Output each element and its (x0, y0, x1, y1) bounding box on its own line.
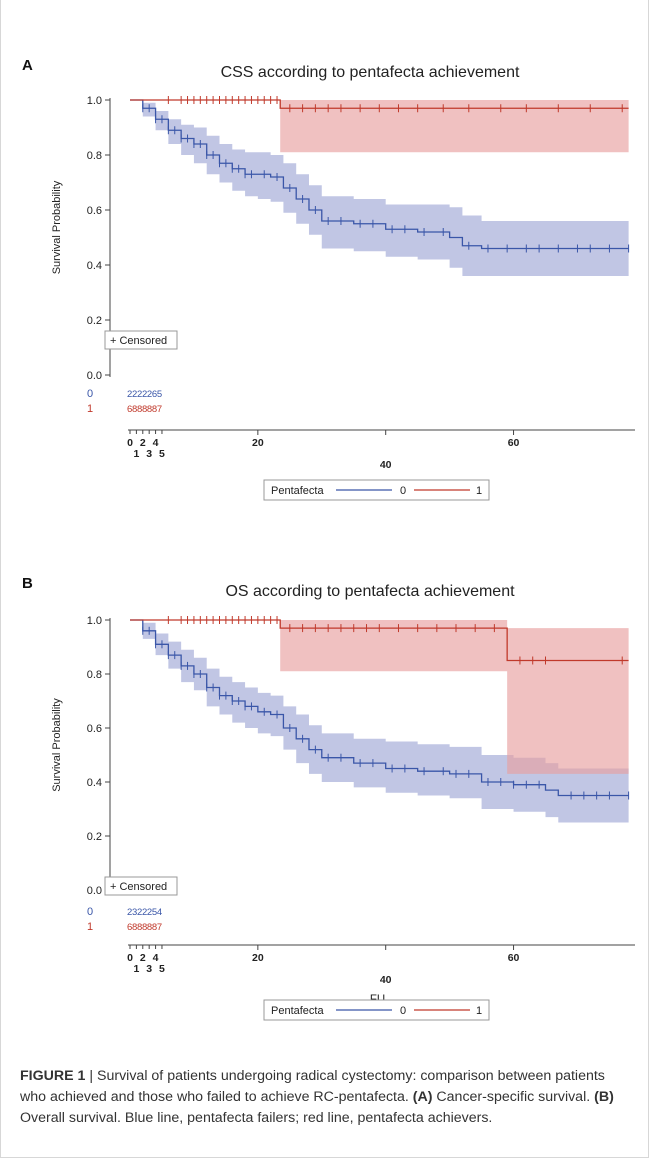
at-risk-counts: 6888887 (127, 404, 162, 415)
y-axis-label: Survival Probability (51, 180, 63, 274)
legend-title: Pentafecta (271, 1005, 324, 1017)
at-risk-counts: 2322254 (127, 907, 162, 918)
x-tick-label: 40 (380, 459, 392, 471)
caption-a-tag: (A) (412, 1089, 433, 1105)
legend-label-1: 1 (476, 1005, 482, 1017)
y-tick-label: 0.4 (87, 777, 102, 789)
x-small-tick-label: 1 (133, 448, 139, 460)
panel-a: A CSS according to pentafecta achievement… (0, 0, 651, 520)
y-tick-label: 0.8 (87, 669, 102, 681)
caption-head: FIGURE 1 (20, 1068, 86, 1084)
censored-legend-label: + Censored (110, 335, 167, 347)
figure-caption: FIGURE 1 | Survival of patients undergoi… (20, 1066, 632, 1129)
ci-band-0 (130, 100, 629, 276)
at-risk-group-label: 1 (87, 403, 93, 415)
x-small-tick-label: 5 (159, 448, 165, 460)
y-tick-label: 0.2 (87, 315, 102, 327)
chart-a-svg: A CSS according to pentafecta achievement… (22, 57, 635, 501)
panel-b: B OS according to pentafecta achievement 0… (0, 570, 651, 1050)
x-small-tick-label: 0 (127, 437, 133, 449)
censored-legend-box (104, 876, 178, 896)
at-risk-counts: 2222265 (127, 389, 162, 400)
ci-band-0 (130, 620, 629, 823)
caption-b-tag: (B) (594, 1089, 614, 1105)
x-tick-label: 60 (508, 437, 520, 449)
y-tick-label: 1.0 (87, 615, 102, 627)
x-small-tick-label: 4 (153, 952, 159, 964)
at-risk-group-label: 0 (87, 388, 93, 400)
x-tick-label: 20 (252, 437, 264, 449)
at-risk-counts: 6888887 (127, 922, 162, 933)
at-risk-group-label: 0 (87, 906, 93, 918)
panel-letter: A (22, 57, 33, 74)
panel-letter: B (22, 575, 33, 592)
x-small-tick-label: 1 (133, 963, 139, 975)
caption-text: Survival of patients undergoing radical … (20, 1068, 605, 1105)
y-tick-label: 0.2 (87, 831, 102, 843)
legend-label-0: 0 (400, 1005, 406, 1017)
y-axis-label: Survival Probability (51, 698, 63, 792)
caption-b-text: Overall survival. Blue line, pentafecta … (20, 1110, 493, 1126)
at-risk-group-label: 1 (87, 921, 93, 933)
x-small-tick-label: 3 (146, 448, 152, 460)
chart-b-svg: B OS according to pentafecta achievement 0… (22, 575, 635, 1021)
x-small-tick-label: 3 (146, 963, 152, 975)
y-tick-label: 0.0 (87, 885, 102, 897)
y-tick-label: 0.4 (87, 260, 102, 272)
x-small-tick-label: 4 (153, 437, 159, 449)
legend-label-0: 0 (400, 485, 406, 497)
x-small-tick-label: 2 (140, 952, 146, 964)
ci-band-1 (130, 100, 629, 153)
caption-sep: | (85, 1068, 98, 1084)
y-tick-label: 0.6 (87, 205, 102, 217)
y-tick-label: 1.0 (87, 95, 102, 107)
x-small-tick-label: 5 (159, 963, 165, 975)
legend-label-1: 1 (476, 485, 482, 497)
x-tick-label: 20 (252, 952, 264, 964)
survival-line-0 (130, 99, 629, 250)
chart-title: CSS according to pentafecta achievement (221, 64, 520, 81)
ci-band-1 (130, 620, 629, 774)
y-tick-label: 0.0 (87, 370, 102, 382)
censored-legend-label: + Censored (110, 881, 167, 893)
x-small-tick-label: 2 (140, 437, 146, 449)
legend-title: Pentafecta (271, 485, 324, 497)
x-tick-label: 40 (380, 974, 392, 986)
chart-title: OS according to pentafecta achievement (225, 583, 515, 600)
x-small-tick-label: 0 (127, 952, 133, 964)
survival-line-1 (130, 619, 629, 662)
censored-legend-box (104, 330, 178, 350)
caption-a-text: Cancer-specific survival. (432, 1089, 595, 1105)
survival-line-1 (130, 99, 629, 109)
y-tick-label: 0.6 (87, 723, 102, 735)
y-tick-label: 0.8 (87, 150, 102, 162)
x-tick-label: 60 (508, 952, 520, 964)
